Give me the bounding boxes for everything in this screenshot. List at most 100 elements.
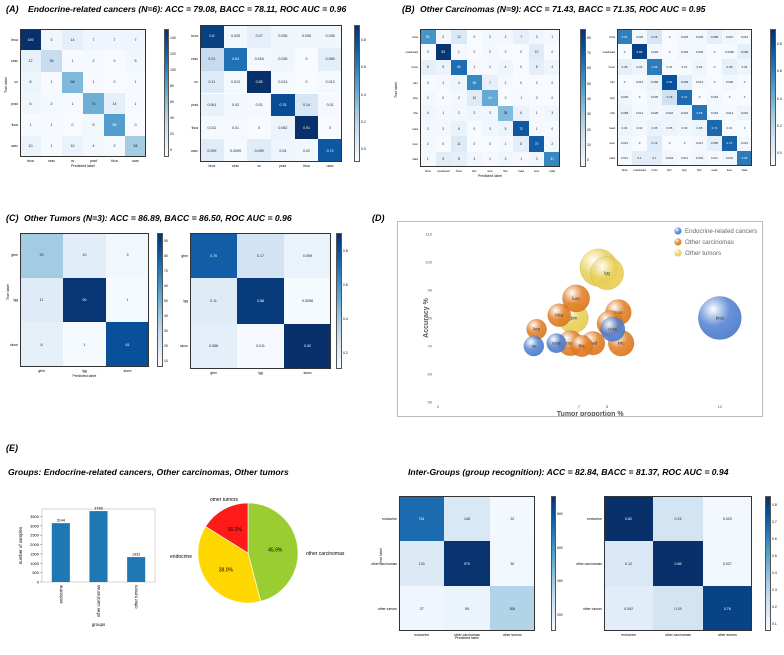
column-tick-label: other tumors xyxy=(502,633,522,637)
bubble-lusc: lusc xyxy=(562,284,591,313)
bubble-circle xyxy=(523,335,545,357)
colorbar-tick: 0 xyxy=(587,158,589,163)
matrix-cell: 0.011 xyxy=(692,135,707,151)
diagonal-cell: 0.86 xyxy=(632,44,647,60)
colorbar: 90 80 70 60 50 40 30 20 10 xyxy=(157,233,168,367)
matrix-cell: 0.14 xyxy=(294,93,319,117)
matrix-cell: 0.0098 xyxy=(284,278,331,324)
row-tick-label: kirp xyxy=(413,96,418,100)
colorbar-tick: 0.4 xyxy=(772,570,777,575)
bubble-label: gbm xyxy=(569,316,578,321)
matrix-cell: 0.011 xyxy=(617,150,632,166)
column-tick-label: hnsc xyxy=(651,168,658,172)
matrix-cell: 0.011 xyxy=(200,116,224,140)
matrix-cell: 0 xyxy=(632,135,647,151)
legend-marker xyxy=(674,238,682,246)
diagonal-cell: 56 xyxy=(466,75,483,91)
matrix-cell: 0 xyxy=(318,116,342,140)
matrix-cell: 2 xyxy=(104,135,125,157)
diagonal-cell: 0.85 xyxy=(247,70,271,94)
y-tick-label: 50 xyxy=(428,400,433,405)
pie-slice-endocrine xyxy=(197,526,262,604)
column-tick-label: ov xyxy=(70,159,75,163)
matrix-cell: 2 xyxy=(420,121,436,137)
row-tick-label: lgg xyxy=(183,299,188,303)
matrix-cell: 0 xyxy=(544,90,560,106)
colorbar-tick: 20 xyxy=(164,343,168,348)
predicted-label-axis: Predicted label xyxy=(478,174,502,178)
pie-slice-other-tumors xyxy=(205,502,249,554)
row-tick-label: prad xyxy=(191,102,198,107)
matrix-cell: 2 xyxy=(41,93,62,115)
matrix-cell: 0 xyxy=(632,89,647,106)
row-tick-label: luad xyxy=(609,125,615,130)
matrix-cell: 1 xyxy=(497,136,514,152)
matrix-cell: 0.15 xyxy=(653,496,703,541)
panel-label-a: (A) xyxy=(6,4,19,14)
column-tick-label: other tumors xyxy=(717,633,737,637)
matrix-cell: 0.04 xyxy=(692,59,707,75)
matrix-cell: 0.12 xyxy=(604,541,654,586)
column-tick-label: kirc xyxy=(667,168,672,172)
true-label-axis: True label xyxy=(6,284,10,300)
matrix-cell: 0.036 xyxy=(271,47,295,71)
colorbar-tick: 40 xyxy=(587,97,591,101)
matrix-cell: 0 xyxy=(737,74,752,90)
matrix-cell: 1 xyxy=(435,75,452,91)
matrix-cell: 5 xyxy=(435,59,452,75)
matrix-cell: 0 xyxy=(513,59,529,75)
matrix-cell: 0.029 xyxy=(647,44,662,60)
row-tick-label: lgg xyxy=(13,298,18,302)
matrix-cell: 0 xyxy=(466,121,483,137)
colorbar-tick: 0.1 xyxy=(772,621,777,626)
matrix-cell: 3 xyxy=(528,29,545,45)
column-tick-label: kirp xyxy=(682,168,687,172)
legend-entry: Other carcinomas xyxy=(685,239,734,246)
x-tick-label: 2 xyxy=(437,404,440,409)
row-tick-label: cesc xyxy=(11,59,18,63)
row-tick-label: prad xyxy=(11,101,18,106)
bubble-blca: blca xyxy=(547,303,571,327)
colorbar-tick: 0.6 xyxy=(343,283,348,287)
matrix-cell: 1 xyxy=(466,59,483,75)
matrix-cell: 0.01 xyxy=(318,93,342,117)
colorbar-tick: 120 xyxy=(170,52,176,56)
matrix-cell: 2 xyxy=(451,90,467,106)
row-tick-label: ov xyxy=(14,80,18,85)
y-tick-label: 110 xyxy=(426,232,433,237)
matrix-cell: 0.025 xyxy=(677,29,692,45)
colorbar-tick: 50 xyxy=(587,81,591,86)
colorbar-tick: 600 xyxy=(557,545,563,550)
colorbar-tick: 100 xyxy=(170,68,176,72)
matrix-cell: 2 xyxy=(435,29,452,45)
diagonal-cell: 0.92 xyxy=(284,323,331,369)
column-tick-label: prad xyxy=(279,164,287,168)
matrix-cell: 0 xyxy=(435,136,452,152)
colorbar-tick: 0.8 xyxy=(777,41,782,46)
matrix-cell: 0 xyxy=(528,90,545,106)
heatmap-c-normalized: 0.76 0.17 0.059 0.11 0.88 0.0098 0.088 0.011 0.9… xyxy=(180,233,348,375)
colorbar-tick: 30 xyxy=(587,112,591,117)
column-tick-label: luad xyxy=(711,168,718,172)
matrix-cell: 0.012 xyxy=(737,29,752,45)
colorbar: 0.8 0.6 0.4 0.2 0.0 xyxy=(354,25,366,162)
bubble-brca: brca xyxy=(697,296,742,340)
bubble-label: hnsc xyxy=(614,310,623,315)
matrix-cell: 0 xyxy=(104,71,125,93)
legend-entry: Endocrine-related cancers xyxy=(685,228,757,235)
row-tick-label: ov xyxy=(194,80,198,85)
x-axis-title: Tumor proportion % xyxy=(557,411,625,416)
heatmap-b-counts: 52 2 12 0 2 2 7 3 1 0 83 1 0 2 0 0 10 0 8 5 65 1 1 4 0 8 4 0 1 4 56 7 1 0… xyxy=(394,29,591,178)
diagonal-cell: 0.76 xyxy=(190,233,237,279)
matrix-cell: 0.06 xyxy=(647,120,662,136)
matrix-cell: 7 xyxy=(482,75,498,91)
matrix-cell: 0.029 xyxy=(677,44,692,60)
diagonal-cell: 0.72 xyxy=(318,139,342,162)
matrix-cell: 0.02 xyxy=(223,93,248,117)
column-tick-label: coadread xyxy=(437,169,450,173)
colorbar-tick: 0.6 xyxy=(361,65,366,70)
row-tick-label: coadread xyxy=(602,49,615,54)
matrix-cell: 0.1 xyxy=(647,150,662,166)
y-tick-label: 3000 xyxy=(30,523,40,528)
diagonal-cell: 0.64 xyxy=(223,47,248,71)
